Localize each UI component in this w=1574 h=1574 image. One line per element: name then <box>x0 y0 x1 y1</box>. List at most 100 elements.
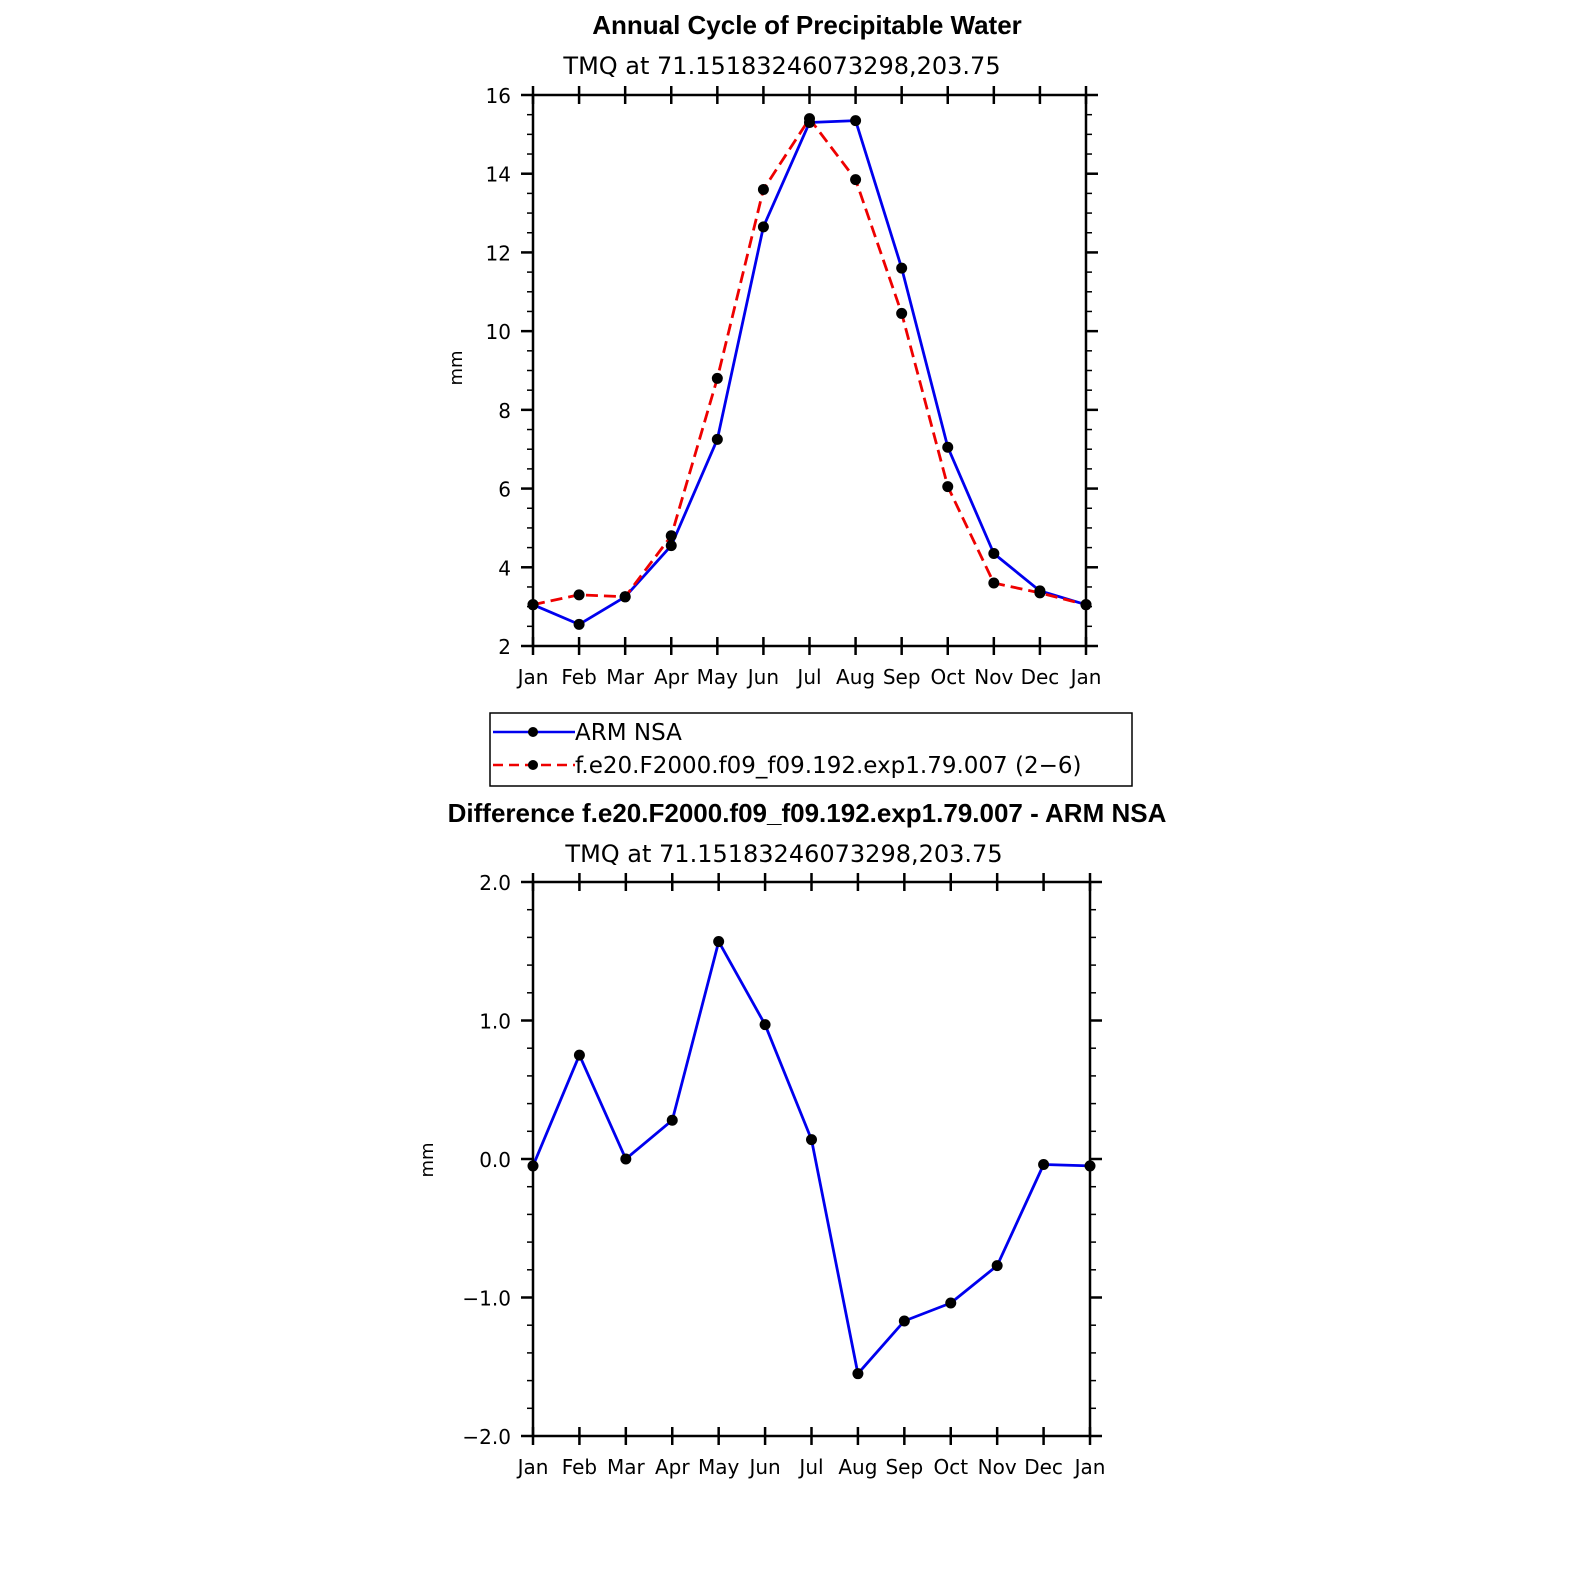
x-tick-label: Jul <box>795 665 821 689</box>
y-tick-label: 2.0 <box>479 871 511 895</box>
legend: ARM NSA f.e20.F2000.f09_f09.192.exp1.79.… <box>489 712 1133 787</box>
series-lines <box>532 117 1087 626</box>
data-point-series-0 <box>711 433 723 445</box>
data-point-series-0 <box>665 540 677 552</box>
y-tick-label: 8 <box>498 399 511 423</box>
x-tick-label: Apr <box>655 1455 690 1479</box>
series-points <box>527 113 1092 630</box>
x-tick-label: Feb <box>562 1455 597 1479</box>
x-tick-labels: Jan Feb Mar Apr May Jun Jul Aug Sep Oct Nov Dec Jan <box>516 1455 1106 1479</box>
y-tick-label: −2.0 <box>462 1425 511 1449</box>
data-point-series-1 <box>619 591 631 603</box>
chart-subtitle: TMQ at 71.15183246073298,203.75 <box>564 840 1002 868</box>
y-tick-label: 14 <box>486 163 511 187</box>
x-tick-label: Jan <box>516 1455 549 1479</box>
x-tick-label: Jan <box>516 665 549 689</box>
series-line-0 <box>531 940 1091 1376</box>
x-tick-label: Nov <box>978 1455 1017 1479</box>
data-point-series-0 <box>620 1153 632 1165</box>
y-tick-label: 16 <box>486 84 511 108</box>
x-tick-label: Dec <box>1024 1455 1063 1479</box>
x-tick-label: Nov <box>974 665 1013 689</box>
data-point-series-1 <box>757 183 769 195</box>
legend-label-arm-nsa: ARM NSA <box>575 720 682 746</box>
data-point-series-0 <box>713 936 725 948</box>
y-axis-label: mm <box>446 350 467 385</box>
data-point-series-1 <box>896 307 908 319</box>
y-axis-label: mm <box>417 1142 438 1177</box>
y-tick-label: 2 <box>498 635 511 659</box>
y-tick-labels: −2.0 −1.0 0.0 1.0 2.0 <box>462 871 511 1449</box>
data-point-series-0 <box>988 548 1000 560</box>
series-line-1 <box>532 117 1087 607</box>
x-tick-label: Jan <box>1069 665 1102 689</box>
chart-title: Difference f.e20.F2000.f09_f09.192.exp1.… <box>448 798 1167 828</box>
x-tick-label: Oct <box>930 665 965 689</box>
data-point-series-1 <box>711 372 723 384</box>
data-point-series-1 <box>942 481 954 493</box>
axis-ticks <box>521 873 1102 1445</box>
x-tick-label: Mar <box>607 1455 646 1479</box>
y-tick-label: 12 <box>486 241 511 265</box>
legend-marker-arm-nsa <box>528 727 538 737</box>
data-point-series-0 <box>896 262 908 274</box>
data-point-series-0 <box>757 221 769 233</box>
difference-chart: Difference f.e20.F2000.f09_f09.192.exp1.… <box>417 798 1167 1479</box>
chart-subtitle: TMQ at 71.15183246073298,203.75 <box>562 52 1000 80</box>
series-line-0 <box>532 119 1087 626</box>
x-tick-label: Dec <box>1021 665 1060 689</box>
series-lines <box>531 940 1091 1376</box>
y-tick-label: 0.0 <box>479 1148 511 1172</box>
legend-label-model: f.e20.F2000.f09_f09.192.exp1.79.007 (2−6… <box>575 753 1081 779</box>
data-point-series-0 <box>852 1368 864 1380</box>
x-tick-label: May <box>698 1455 740 1479</box>
series-points <box>527 936 1096 1380</box>
data-point-series-0 <box>1038 1159 1050 1171</box>
data-point-series-1 <box>850 174 862 186</box>
data-point-series-0 <box>759 1019 771 1031</box>
data-point-series-0 <box>850 115 862 127</box>
x-tick-label: Apr <box>654 665 689 689</box>
x-tick-label: Feb <box>561 665 596 689</box>
legend-box <box>489 712 1133 787</box>
legend-entry-model: f.e20.F2000.f09_f09.192.exp1.79.007 (2−6… <box>493 753 1081 779</box>
data-point-series-1 <box>804 113 815 125</box>
y-tick-label: 1.0 <box>479 1010 511 1034</box>
chart-title: Annual Cycle of Precipitable Water <box>592 10 1022 40</box>
data-point-series-0 <box>573 618 585 630</box>
x-tick-label: Jun <box>746 665 779 689</box>
x-tick-label: Sep <box>883 665 921 689</box>
legend-marker-model <box>528 760 538 770</box>
data-point-series-0 <box>806 1134 817 1146</box>
x-tick-label: Jan <box>1073 1455 1106 1479</box>
x-tick-label: Aug <box>838 1455 877 1479</box>
x-tick-label: Sep <box>885 1455 923 1479</box>
y-tick-label: 4 <box>498 556 511 580</box>
x-tick-label: Jul <box>797 1455 823 1479</box>
data-point-series-0 <box>945 1297 957 1309</box>
x-tick-label: Jun <box>747 1455 780 1479</box>
data-point-series-0 <box>898 1315 910 1327</box>
data-point-series-1 <box>573 589 585 601</box>
annual-cycle-chart: Annual Cycle of Precipitable Water TMQ a… <box>446 10 1101 689</box>
x-tick-labels: Jan Feb Mar Apr May Jun Jul Aug Sep Oct Nov Dec Jan <box>516 665 1102 689</box>
legend-entry-arm-nsa: ARM NSA <box>493 720 682 746</box>
y-tick-label: 6 <box>498 478 511 502</box>
x-tick-label: Mar <box>606 665 645 689</box>
y-tick-label: −1.0 <box>462 1287 511 1311</box>
plot-frame <box>531 880 1092 1438</box>
x-tick-label: Oct <box>933 1455 968 1479</box>
data-point-series-0 <box>942 441 954 453</box>
data-point-series-0 <box>573 1049 585 1061</box>
x-tick-label: May <box>697 665 739 689</box>
x-tick-label: Aug <box>836 665 875 689</box>
data-point-series-1 <box>1034 587 1046 599</box>
data-point-series-1 <box>665 530 677 542</box>
y-tick-label: 10 <box>486 320 511 344</box>
axis-ticks <box>521 86 1098 655</box>
y-tick-labels: 2 4 6 8 10 12 14 16 <box>486 84 511 659</box>
plot-frame <box>531 93 1088 648</box>
data-point-series-0 <box>991 1260 1003 1272</box>
data-point-series-1 <box>988 577 1000 589</box>
